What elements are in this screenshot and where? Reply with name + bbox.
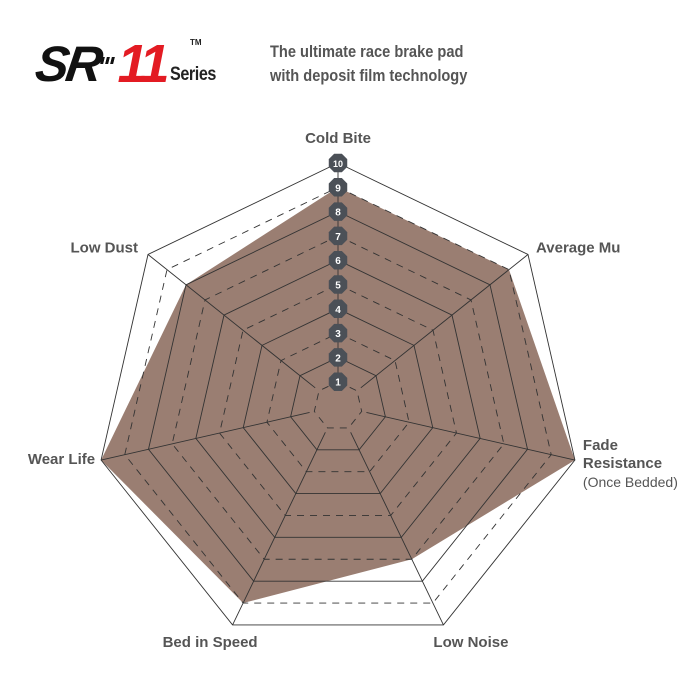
data-area <box>101 187 575 604</box>
grid-ring-10 <box>100 162 576 626</box>
grid-ring-9 <box>124 186 552 604</box>
tick-label: 2 <box>335 353 341 364</box>
tick-badge-4 <box>328 299 348 319</box>
spoke-3 <box>350 432 444 626</box>
tick-badge-7 <box>328 226 348 246</box>
axis-label-fade: Fade <box>583 437 618 454</box>
tick-label: 1 <box>335 378 341 389</box>
tick-badge-9 <box>328 178 348 197</box>
spoke-2 <box>366 412 576 461</box>
grid-ring-1 <box>313 381 363 429</box>
tick-label: 7 <box>335 232 341 243</box>
tick-label: 8 <box>335 208 341 219</box>
tick-badge-10 <box>328 153 348 173</box>
spoke-5 <box>100 412 310 461</box>
tick-badge-1 <box>328 372 348 391</box>
spoke-4 <box>232 432 326 626</box>
axis-label: Cold Bite <box>305 130 371 147</box>
logo-eleven: 11 <box>117 34 169 94</box>
axis-label-fade-2: Resistance <box>583 455 662 472</box>
tick-badge-2 <box>328 348 348 367</box>
tick-badge-6 <box>328 250 348 270</box>
spoke-6 <box>147 254 316 389</box>
grid-ring-2 <box>290 356 386 451</box>
tick-label: 6 <box>335 256 341 267</box>
grid-ring-8 <box>147 211 529 582</box>
tick-badge-8 <box>328 202 348 221</box>
axis-label: Wear Life <box>28 451 95 468</box>
axis-label: Low Dust <box>71 239 139 256</box>
tagline-line-1: The ultimate race brake pad <box>270 42 464 61</box>
logo-tm: TM <box>190 38 202 47</box>
axis-label: Bed in Speed <box>163 634 258 651</box>
grid-ring-4 <box>242 308 434 495</box>
grid-ring-5 <box>219 284 457 516</box>
spoke-1 <box>360 254 529 389</box>
tick-label: 5 <box>335 281 341 292</box>
tick-label: 4 <box>335 305 341 316</box>
axis-label: Average Mu <box>536 239 620 256</box>
tagline-line-2: with deposit film technology <box>270 66 468 85</box>
axis-sublabel: (Once Bedded) <box>583 474 678 490</box>
grid-ring-7 <box>171 235 505 560</box>
tick-label: 10 <box>333 159 343 169</box>
tick-label: 9 <box>335 183 341 194</box>
tick-badge-3 <box>328 323 348 343</box>
grid-ring-3 <box>266 332 410 473</box>
tick-badge-5 <box>328 275 348 294</box>
grid-ring-6 <box>195 259 481 538</box>
tagline: The ultimate race brake pad with deposit… <box>270 40 467 88</box>
axis-label: Low Noise <box>433 634 508 651</box>
logo-series: Series <box>169 64 216 85</box>
sr11-logo: SR 11 Series TM <box>32 34 224 94</box>
tick-label: 3 <box>335 329 341 340</box>
